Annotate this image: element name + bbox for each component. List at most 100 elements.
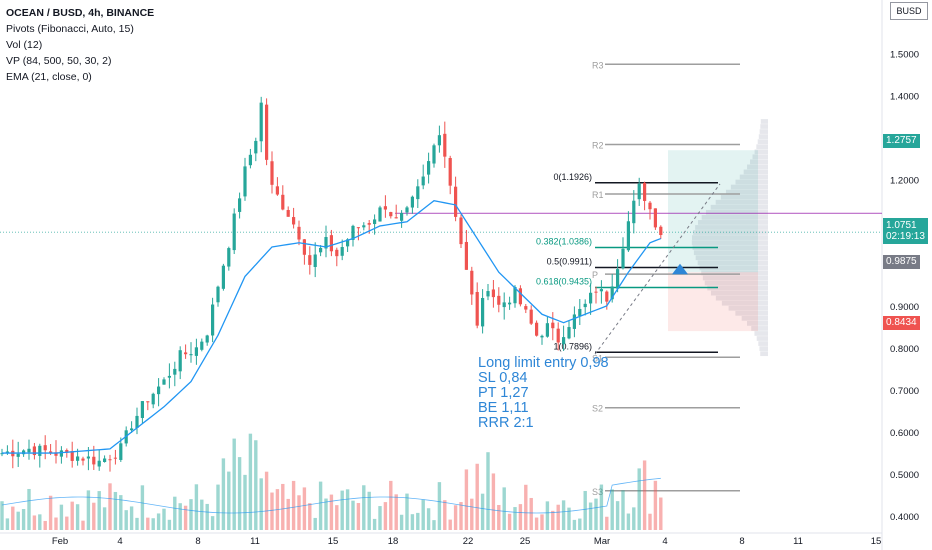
candle-body — [443, 133, 447, 157]
indicator-volume-profile[interactable]: VP (84, 500, 50, 30, 2) — [6, 55, 112, 67]
candle — [205, 334, 209, 346]
current-price-value: 1.0751 — [886, 220, 917, 231]
currency-label[interactable]: BUSD — [890, 2, 928, 20]
volume-bar — [48, 495, 53, 530]
candle — [324, 225, 328, 258]
volume-profile-bar — [692, 235, 768, 240]
symbol-title[interactable]: OCEAN / BUSD, 4h, BINANCE — [6, 7, 155, 19]
volume-bar — [486, 452, 490, 530]
volume-bar — [659, 497, 663, 530]
volume-profile-bar — [710, 204, 768, 210]
candle — [491, 280, 495, 308]
volume-bar — [210, 516, 215, 530]
candle-body — [378, 207, 382, 222]
candle — [621, 237, 625, 270]
volume-bar — [437, 482, 442, 530]
candle — [464, 229, 468, 270]
candle — [238, 192, 242, 219]
candle-body — [356, 227, 360, 229]
candles — [0, 96, 663, 472]
fib-trend-line — [594, 183, 721, 355]
y-tick-label: 0.7000 — [890, 386, 919, 397]
volume-profile-bar — [720, 194, 768, 200]
volume-bar — [340, 490, 344, 530]
candle-body — [135, 415, 139, 428]
indicator-pivots[interactable]: Pivots (Fibonacci, Auto, 15) — [6, 23, 134, 35]
candle-body — [616, 269, 620, 289]
position-loss-zone — [668, 272, 758, 332]
volume-bar — [443, 500, 447, 530]
candle — [335, 247, 339, 267]
candle — [275, 177, 279, 196]
candle — [659, 225, 663, 239]
volume-profile — [691, 119, 768, 357]
candle-body — [567, 327, 571, 339]
fib-level-label: 0.618(0.9435) — [536, 277, 592, 287]
volume-bar — [529, 497, 533, 530]
volume-bar — [497, 504, 501, 530]
candle — [410, 195, 414, 214]
volume-bar — [86, 490, 91, 530]
candle — [211, 297, 215, 343]
volume-bar — [21, 509, 26, 530]
candle — [556, 322, 560, 351]
volume-bar — [356, 503, 361, 530]
candle-body — [589, 292, 593, 304]
x-tick-label: 25 — [520, 536, 531, 547]
candle-body — [184, 352, 188, 355]
volume-profile-bar — [699, 265, 768, 271]
candle — [308, 246, 312, 275]
x-tick-label: 15 — [328, 536, 339, 547]
candle — [459, 214, 463, 249]
candle-body — [410, 196, 414, 208]
pivot-label: R3 — [592, 60, 604, 70]
volume-bar — [302, 487, 307, 530]
volume-bar — [270, 492, 274, 530]
candle-body — [65, 450, 69, 453]
volume-bar — [637, 468, 641, 530]
volume-bar — [648, 513, 652, 530]
volume-profile-bar — [725, 189, 768, 195]
candle — [313, 242, 317, 278]
candle-body — [76, 456, 80, 461]
entry-marker — [672, 263, 688, 275]
volume-bar — [480, 493, 485, 530]
volume-bar — [254, 440, 258, 530]
candle-body — [0, 453, 4, 455]
candle — [292, 207, 296, 229]
y-tick-label: 0.9000 — [890, 302, 919, 313]
trade-entry-text: Long limit entry 0,98 — [478, 355, 609, 371]
candle — [254, 137, 258, 162]
volume-bar — [237, 457, 242, 530]
x-tick-label: 4 — [117, 536, 122, 547]
volume-bar — [102, 507, 107, 530]
y-tick-label: 1.2000 — [890, 176, 919, 187]
candle — [486, 283, 490, 301]
candle — [38, 443, 42, 468]
volume-profile-bar — [758, 134, 768, 139]
volume-ma-line — [1, 477, 661, 514]
candle — [497, 287, 501, 313]
volume-bar — [151, 518, 155, 530]
candle — [265, 98, 269, 166]
candle — [540, 334, 544, 345]
volume-bar — [572, 519, 577, 530]
candle-body — [508, 302, 512, 305]
candle-body — [5, 451, 9, 453]
indicator-ema[interactable]: EMA (21, close, 0) — [6, 71, 92, 83]
trade-rrr-text: RRR 2:1 — [478, 415, 534, 431]
indicator-volume[interactable]: Vol (12) — [6, 39, 43, 51]
volume-bar — [426, 508, 431, 530]
price-tag-target: 1.2757 — [883, 134, 920, 148]
y-tick-label: 0.5000 — [890, 470, 919, 481]
candle-body — [108, 459, 112, 461]
candle-body — [86, 456, 90, 459]
volume-bar — [119, 495, 123, 530]
volume-bar — [416, 512, 420, 530]
candle-body — [32, 446, 36, 456]
position-profit-zone — [668, 150, 758, 273]
candle-body — [621, 248, 625, 269]
candle-body — [367, 223, 371, 225]
candle-body — [43, 445, 47, 451]
candle-body — [551, 322, 555, 329]
